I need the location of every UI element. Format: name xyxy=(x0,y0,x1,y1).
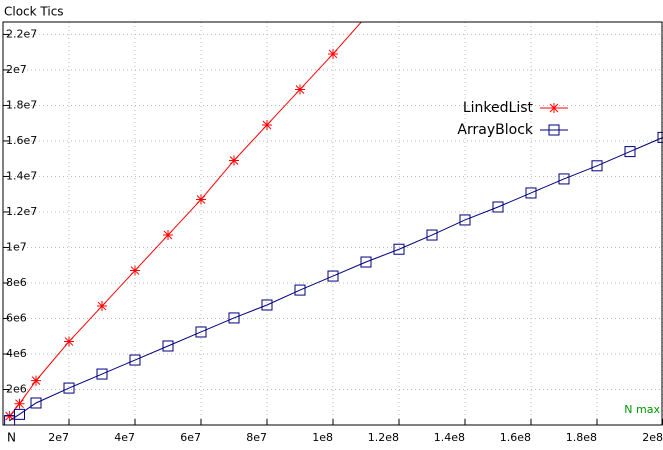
legend-marker xyxy=(548,124,560,136)
data-point xyxy=(295,84,305,95)
data-point xyxy=(393,243,405,255)
data-point xyxy=(14,398,25,409)
data-point xyxy=(162,340,174,352)
x-axis-label: N xyxy=(7,431,16,445)
y-tick-label: 2.2e7 xyxy=(6,27,37,40)
data-point xyxy=(624,146,636,158)
series-line xyxy=(9,136,663,421)
x-tick-label: 2e8 xyxy=(642,431,663,444)
data-point xyxy=(294,284,306,296)
y-tick-label: 1.6e7 xyxy=(6,134,37,147)
legend-marker xyxy=(549,103,559,113)
series-line xyxy=(9,22,362,417)
y-tick-label: 1e7 xyxy=(6,240,27,253)
x-tick-label: 1.2e8 xyxy=(368,431,399,444)
data-point xyxy=(360,256,372,268)
y-tick-label: 1.2e7 xyxy=(6,205,37,218)
y-tick-label: 2e6 xyxy=(6,382,27,395)
data-point xyxy=(558,173,570,185)
legend-label: LinkedList xyxy=(463,100,534,116)
frame xyxy=(2,21,663,426)
data-point xyxy=(328,48,338,59)
data-point xyxy=(591,160,603,172)
y-tick-label: 8e6 xyxy=(6,276,27,289)
data-point xyxy=(459,214,471,226)
y-tick-label: 1.8e7 xyxy=(6,98,37,111)
data-point xyxy=(261,299,273,311)
data-point xyxy=(361,12,371,22)
data-point xyxy=(129,354,141,366)
y-tick-label: 6e6 xyxy=(6,311,27,324)
data-point xyxy=(262,119,272,130)
data-point xyxy=(63,382,75,394)
data-point xyxy=(196,194,206,205)
x-tick-label: 4e7 xyxy=(114,431,135,444)
x-tick-label: 2e7 xyxy=(48,431,69,444)
data-point xyxy=(492,201,504,213)
data-point xyxy=(130,265,140,276)
data-point xyxy=(31,375,41,386)
chart-title: Clock Tics xyxy=(4,5,64,19)
x-tick-label: 1.8e8 xyxy=(566,431,597,444)
data-point xyxy=(657,131,663,143)
data-point xyxy=(327,270,339,282)
x-tick-label: 6e7 xyxy=(180,431,201,444)
data-point xyxy=(195,326,207,338)
annotation: N max xyxy=(624,403,660,416)
legend-label: ArrayBlock xyxy=(457,122,533,138)
grid xyxy=(3,22,663,425)
y-tick-label: 2e7 xyxy=(6,63,27,76)
data-point xyxy=(96,368,108,380)
data-point xyxy=(4,415,16,425)
data-point xyxy=(525,187,537,199)
data-point xyxy=(97,301,107,312)
y-tick-label: 1.4e7 xyxy=(6,169,37,182)
y-tick-label: 4e6 xyxy=(6,347,27,360)
x-tick-label: 8e7 xyxy=(246,431,267,444)
data-point xyxy=(64,336,74,347)
data-point xyxy=(30,397,42,409)
data-point xyxy=(4,411,15,422)
data-point xyxy=(426,229,438,241)
x-tick-label: 1.6e8 xyxy=(500,431,531,444)
plot-area xyxy=(4,12,663,425)
x-tick-label: 1.4e8 xyxy=(434,431,465,444)
data-point xyxy=(14,408,25,420)
data-point xyxy=(229,155,239,166)
data-point xyxy=(228,312,240,324)
x-tick-label: 1e8 xyxy=(312,431,333,444)
data-point xyxy=(163,230,173,241)
